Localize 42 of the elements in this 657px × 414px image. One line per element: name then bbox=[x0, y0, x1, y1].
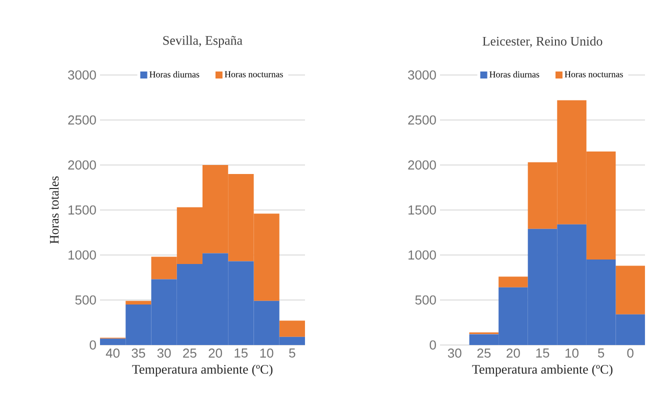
y-tick-label: 1000 bbox=[408, 250, 436, 260]
y-tick-label: 3000 bbox=[408, 70, 436, 80]
legend-label: Horas diurnas bbox=[490, 71, 540, 78]
x-tick-label: 30 bbox=[157, 348, 171, 358]
x-tick-label: 20 bbox=[208, 348, 222, 358]
x-axis-title: Temperatura ambiente (ºC) bbox=[132, 364, 272, 376]
y-tick-label: 2500 bbox=[408, 115, 436, 125]
y-tick-label: 1000 bbox=[68, 250, 96, 260]
x-tick-label: 10 bbox=[260, 348, 274, 358]
x-axis-title: Temperatura ambiente (ºC) bbox=[472, 364, 612, 376]
chart-title: Sevilla, España bbox=[163, 36, 242, 48]
y-tick-label: 2500 bbox=[68, 115, 96, 125]
y-tick-label: 2000 bbox=[408, 160, 436, 170]
y-tick-label: 1500 bbox=[68, 205, 96, 215]
legend-label: Horas nocturnas bbox=[224, 71, 283, 78]
y-axis-title: Horas totales bbox=[50, 176, 59, 244]
x-tick-label: 20 bbox=[506, 348, 520, 358]
bar bbox=[126, 300, 152, 304]
y-tick-label: 500 bbox=[75, 295, 96, 305]
x-tick-label: 15 bbox=[536, 348, 550, 358]
legend-label: Horas nocturnas bbox=[564, 71, 623, 78]
y-tick-label: 0 bbox=[430, 340, 436, 350]
x-tick-label: 10 bbox=[566, 348, 579, 358]
bar bbox=[498, 276, 528, 288]
y-tick-label: 500 bbox=[415, 295, 436, 305]
x-tick-label: 35 bbox=[132, 348, 146, 358]
x-tick-label: 25 bbox=[183, 348, 196, 358]
chart-title: Leicester, Reino Unido bbox=[482, 36, 602, 48]
x-tick-label: 0 bbox=[627, 348, 634, 358]
x-tick-label: 30 bbox=[448, 348, 462, 358]
bar bbox=[616, 266, 645, 314]
bar bbox=[279, 320, 305, 337]
legend-label: Horas diurnas bbox=[150, 71, 200, 78]
x-tick-label: 5 bbox=[598, 348, 604, 358]
y-tick-label: 1500 bbox=[408, 205, 436, 215]
y-tick-label: 2000 bbox=[68, 160, 96, 170]
y-tick-label: 3000 bbox=[68, 70, 96, 80]
x-tick-label: 25 bbox=[477, 348, 491, 358]
x-tick-label: 15 bbox=[234, 348, 248, 358]
y-tick-label: 0 bbox=[90, 340, 96, 350]
x-tick-label: 5 bbox=[289, 348, 296, 358]
x-tick-label: 40 bbox=[106, 348, 120, 358]
